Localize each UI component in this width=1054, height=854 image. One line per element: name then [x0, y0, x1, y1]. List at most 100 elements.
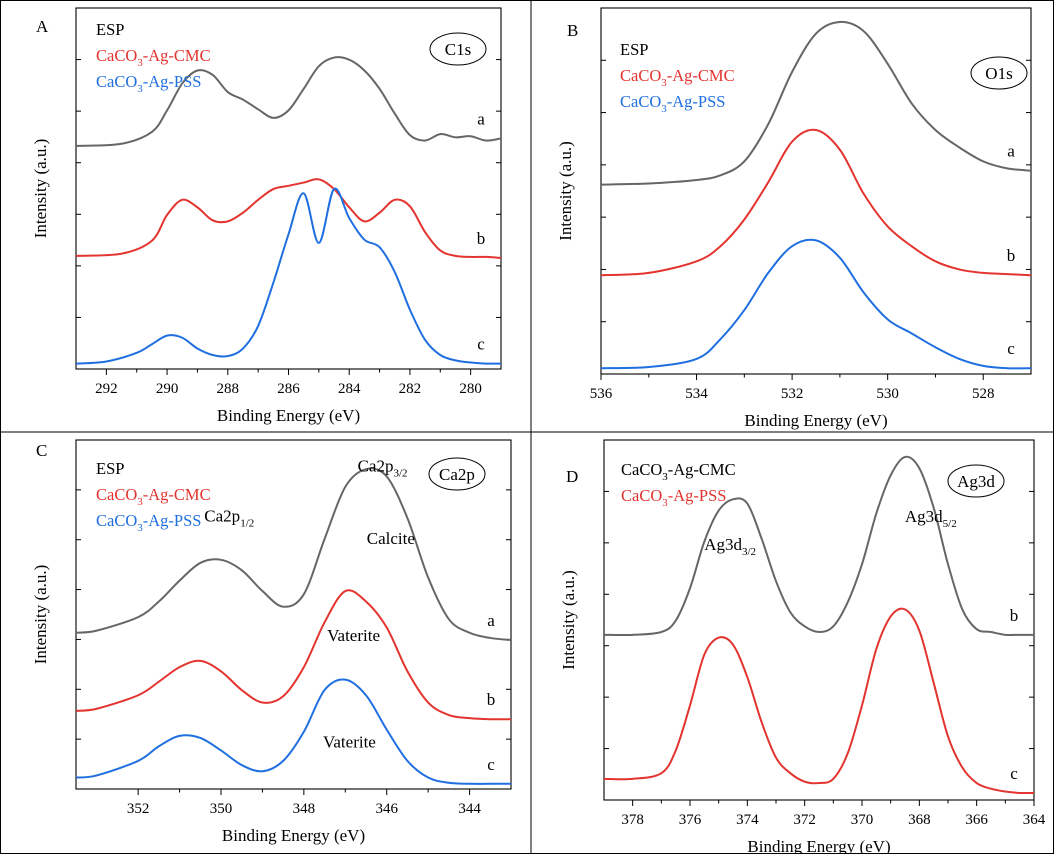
series-label-c: c: [487, 755, 495, 774]
x-tick-label: 288: [217, 381, 240, 397]
x-tick-label: 530: [876, 386, 899, 402]
legend-entry: CaCO3-Ag-CMC: [620, 66, 735, 89]
x-tick-label: 284: [338, 381, 361, 397]
series-label-a: a: [487, 611, 495, 630]
y-axis-title: Intensity (a.u.): [556, 141, 575, 241]
panel-a: A 292 290 288 286 284 282 280 Binding Energy (eV…: [31, 7, 502, 425]
series-group: bc: [603, 455, 1035, 795]
annotations: Ca2p1/2 Ca2p3/2 Calcite Vaterite Vaterite: [204, 456, 415, 751]
series-label-b: b: [487, 690, 496, 709]
x-tick-label: 366: [965, 812, 988, 828]
y-axis-title: Intensity (a.u.): [31, 139, 50, 239]
badge-ellipse: [947, 464, 1005, 498]
series-line-b: [75, 178, 502, 260]
x-tick-label: 536: [590, 386, 613, 402]
panel-c: C 352 350 348 346 344 Binding Energy (eV) Inten…: [31, 439, 512, 845]
x-tick-label: 368: [908, 812, 931, 828]
legend-entry: CaCO3-Ag-PSS: [620, 92, 725, 115]
series-label-c: c: [1010, 764, 1018, 783]
legend: CaCO3-Ag-CMC CaCO3-Ag-PSS: [621, 460, 736, 509]
panel-letter: D: [566, 467, 578, 486]
legend-entry: CaCO3-Ag-PSS: [96, 72, 201, 95]
x-tick-label: 352: [127, 801, 150, 817]
peak-annotation: Calcite: [367, 529, 415, 548]
y-axis-title: Intensity (a.u.): [31, 565, 50, 665]
x-tick-label: 364: [1023, 812, 1046, 828]
x-axis: 536 534 532 530 528: [590, 374, 995, 402]
peak-annotation: Ag3d3/2: [704, 535, 756, 558]
legend-entry: CaCO3-Ag-PSS: [621, 486, 726, 509]
badge-ellipse: [970, 56, 1028, 90]
peak-annotation: Vaterite: [323, 732, 376, 751]
series-line-a: [75, 56, 502, 147]
x-tick-label: 370: [851, 812, 874, 828]
peak-annotation: Ca2p1/2: [204, 506, 254, 529]
x-tick-label: 372: [793, 812, 816, 828]
legend-entry: ESP: [96, 459, 124, 478]
series-group: a b c: [75, 467, 512, 785]
plot-frame: [600, 7, 1032, 375]
x-axis-title: Binding Energy (eV): [747, 837, 890, 854]
peak-annotation: Ca2p3/2: [358, 456, 408, 479]
y-axis: [76, 7, 501, 370]
x-tick-label: 282: [399, 381, 422, 397]
legend-entry: ESP: [620, 40, 648, 59]
series-line-c: [600, 238, 1032, 370]
y-axis: [604, 439, 1034, 801]
series-label-b: b: [1010, 606, 1019, 625]
series-line-b: [603, 455, 1034, 637]
core-level-badge: Ag3d: [947, 464, 1005, 498]
y-axis-title: Intensity (a.u.): [559, 570, 578, 670]
series-line-a: [75, 467, 512, 642]
panel-letter: B: [567, 21, 578, 40]
badge-label: C1s: [445, 40, 471, 59]
x-axis-title: Binding Energy (eV): [217, 406, 360, 425]
x-tick-label: 346: [375, 801, 398, 817]
badge-label: O1s: [985, 64, 1012, 83]
x-tick-label: 344: [458, 801, 481, 817]
peak-annotation: Vaterite: [327, 626, 380, 645]
legend-entry: CaCO3-Ag-PSS: [96, 511, 201, 534]
series-label-a: a: [1007, 142, 1015, 161]
x-tick-label: 280: [459, 381, 482, 397]
legend: ESP CaCO3-Ag-CMC CaCO3-Ag-PSS: [96, 20, 211, 95]
series-line-c: [75, 187, 502, 365]
legend: ESP CaCO3-Ag-CMC CaCO3-Ag-PSS: [96, 459, 211, 534]
legend-entry: CaCO3-Ag-CMC: [621, 460, 736, 483]
x-axis: 292 290 288 286 284 282 280: [95, 369, 482, 397]
x-tick-label: 350: [210, 801, 233, 817]
series-label-c: c: [477, 335, 485, 354]
x-tick-label: 292: [95, 381, 118, 397]
series-label-b: b: [477, 229, 486, 248]
x-tick-label: 374: [736, 812, 759, 828]
panel-letter: A: [36, 17, 49, 36]
series-label-b: b: [1007, 246, 1016, 265]
y-axis: [76, 439, 511, 790]
badge-label: Ca2p: [439, 465, 475, 484]
badge-ellipse: [428, 457, 486, 491]
annotations: Ag3d3/2 Ag3d5/2: [704, 507, 957, 558]
x-axis-title: Binding Energy (eV): [744, 411, 887, 430]
legend-entry: CaCO3-Ag-CMC: [96, 46, 211, 69]
legend: ESP CaCO3-Ag-CMC CaCO3-Ag-PSS: [620, 40, 735, 115]
x-tick-label: 378: [621, 812, 644, 828]
core-level-badge: O1s: [970, 56, 1028, 90]
x-tick-label: 532: [781, 386, 804, 402]
x-axis: 378 376 374 372 370 368 366 364: [621, 800, 1046, 828]
plot-frame: [603, 439, 1035, 801]
series-label-c: c: [1007, 339, 1015, 358]
peak-annotation: Ag3d5/2: [905, 507, 957, 530]
core-level-badge: Ca2p: [428, 457, 486, 491]
x-tick-label: 290: [156, 381, 179, 397]
x-tick-label: 286: [277, 381, 300, 397]
series-line-b: [600, 128, 1032, 277]
plot-frame: [75, 439, 512, 790]
series-line-b: [75, 589, 512, 721]
x-axis-title: Binding Energy (eV): [222, 826, 365, 845]
x-axis: 352 350 348 346 344: [127, 789, 481, 817]
series-label-a: a: [477, 109, 485, 128]
x-tick-label: 528: [972, 386, 995, 402]
y-axis: [601, 7, 1031, 375]
